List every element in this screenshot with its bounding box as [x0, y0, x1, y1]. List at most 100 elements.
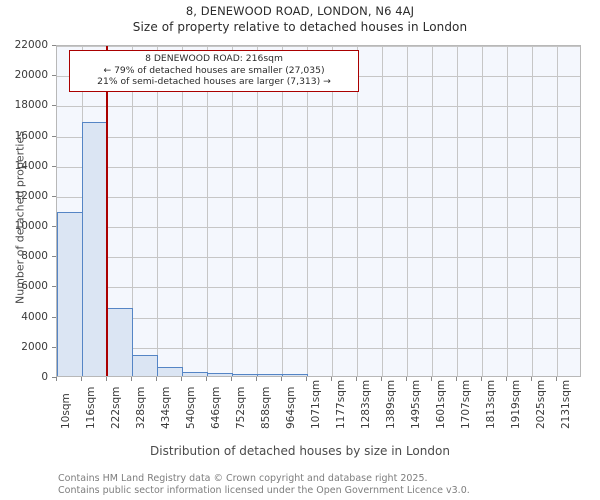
- x-axis: 10sqm 116sqm 222sqm 328sqm 434sqm 540sqm 646sq…: [56, 377, 581, 437]
- page-title: 8, DENEWOOD ROAD, LONDON, N6 4AJ: [185, 4, 415, 18]
- property-marker-line: [105, 46, 108, 376]
- gridline-vertical: [157, 46, 158, 376]
- x-tick-label: 540sqm: [185, 386, 197, 429]
- x-tick-label: 2025sqm: [535, 379, 547, 429]
- x-tick-mark: [81, 377, 82, 381]
- histogram-bar: [57, 211, 83, 376]
- y-tick-mark: [52, 135, 56, 137]
- histogram-bar: [82, 122, 108, 376]
- histogram-bar: [107, 308, 133, 376]
- x-tick-mark: [331, 377, 332, 381]
- x-tick-mark: [431, 377, 432, 381]
- gridline-horizontal: [57, 257, 580, 259]
- annotation-line-3: 21% of semi-detached houses are larger (…: [97, 76, 331, 87]
- gridline-vertical: [257, 46, 258, 376]
- gridline-horizontal: [57, 106, 580, 108]
- x-tick-mark: [306, 377, 307, 381]
- gridline-horizontal: [57, 166, 580, 168]
- x-tick-label: 646sqm: [210, 386, 222, 429]
- x-tick-label: 1919sqm: [510, 379, 522, 429]
- gridline-vertical: [482, 46, 483, 376]
- x-tick-mark: [156, 377, 157, 381]
- x-tick-mark: [281, 377, 282, 381]
- gridline-horizontal: [57, 136, 580, 138]
- y-tick-label: 12000: [14, 189, 48, 202]
- gridline-horizontal: [57, 347, 580, 349]
- x-tick-label: 1283sqm: [360, 379, 372, 429]
- gridline-vertical: [507, 46, 508, 376]
- histogram-bars: [57, 46, 580, 376]
- x-tick-mark: [481, 377, 482, 381]
- gridline-vertical: [357, 46, 358, 376]
- y-tick-mark: [52, 256, 56, 258]
- annotation-line-2: ← 79% of detached houses are smaller (27…: [103, 64, 325, 76]
- y-tick-mark: [52, 316, 56, 318]
- histogram-bar: [257, 374, 283, 376]
- x-tick-label: 1813sqm: [485, 379, 497, 429]
- x-tick-label: 752sqm: [235, 386, 247, 429]
- y-tick-label: 20000: [14, 69, 48, 82]
- y-tick-mark: [52, 45, 56, 46]
- y-tick-label: 14000: [14, 159, 48, 172]
- y-tick-label: 22000: [14, 39, 48, 51]
- x-tick-mark: [56, 377, 57, 381]
- y-tick-mark: [52, 377, 56, 378]
- x-tick-label: 1177sqm: [335, 379, 347, 429]
- y-tick-label: 0: [41, 371, 48, 383]
- x-tick-mark: [531, 377, 532, 381]
- property-annotation-box: 8 DENEWOOD ROAD: 216sqm ← 79% of detache…: [69, 50, 359, 92]
- gridline-vertical: [332, 46, 333, 376]
- y-tick-label: 16000: [14, 129, 48, 142]
- gridline-vertical: [407, 46, 408, 376]
- histogram-bar: [157, 366, 183, 376]
- y-tick-label: 10000: [14, 220, 48, 233]
- x-tick-mark: [381, 377, 382, 381]
- x-tick-mark: [181, 377, 182, 381]
- chart-subtitle: Size of property relative to detached ho…: [132, 20, 468, 34]
- y-axis-label: Number of detached properties: [13, 131, 27, 304]
- x-tick-label: 1601sqm: [435, 379, 447, 429]
- x-tick-label: 1389sqm: [385, 379, 397, 429]
- gridline-vertical: [232, 46, 233, 376]
- x-tick-mark: [131, 377, 132, 381]
- x-tick-label: 10sqm: [60, 393, 72, 429]
- y-tick-label: 8000: [21, 250, 48, 263]
- y-tick-mark: [52, 75, 56, 77]
- x-tick-label: 434sqm: [160, 386, 172, 429]
- y-tick-label: 6000: [21, 280, 48, 293]
- x-tick-mark: [256, 377, 257, 381]
- y-axis: 0 2000 4000 6000 8000 10000 12000 14000 16000 180…: [0, 39, 56, 383]
- gridline-vertical: [307, 46, 308, 376]
- gridline-horizontal: [57, 46, 580, 47]
- gridline-horizontal: [57, 317, 580, 319]
- gridline-horizontal: [57, 196, 580, 198]
- gridline-vertical: [207, 46, 208, 376]
- x-tick-mark: [356, 377, 357, 381]
- y-tick-mark: [52, 195, 56, 197]
- y-tick-mark: [52, 346, 56, 348]
- x-tick-mark: [206, 377, 207, 381]
- histogram-bar: [207, 373, 233, 376]
- y-tick-label: 18000: [14, 99, 48, 112]
- y-tick-mark: [52, 286, 56, 288]
- gridline-vertical: [532, 46, 533, 376]
- gridline-vertical: [382, 46, 383, 376]
- footer-line-1: Contains HM Land Registry data © Crown c…: [58, 473, 428, 484]
- x-tick-label: 858sqm: [260, 386, 272, 429]
- x-tick-mark: [106, 377, 107, 381]
- histogram-bar: [182, 371, 208, 376]
- gridline-vertical: [132, 46, 133, 376]
- x-tick-mark: [506, 377, 507, 381]
- x-tick-mark: [556, 377, 557, 381]
- gridline-horizontal: [57, 287, 580, 289]
- y-tick-label: 4000: [21, 310, 48, 323]
- histogram-bar: [282, 374, 308, 376]
- x-tick-label: 222sqm: [110, 386, 122, 429]
- x-tick-label: 1071sqm: [310, 379, 322, 429]
- x-tick-mark: [406, 377, 407, 381]
- gridline-vertical: [282, 46, 283, 376]
- y-tick-mark: [52, 226, 56, 228]
- x-axis-label: Distribution of detached houses by size …: [150, 444, 450, 458]
- histogram-bar: [232, 374, 258, 376]
- gridline-vertical: [457, 46, 458, 376]
